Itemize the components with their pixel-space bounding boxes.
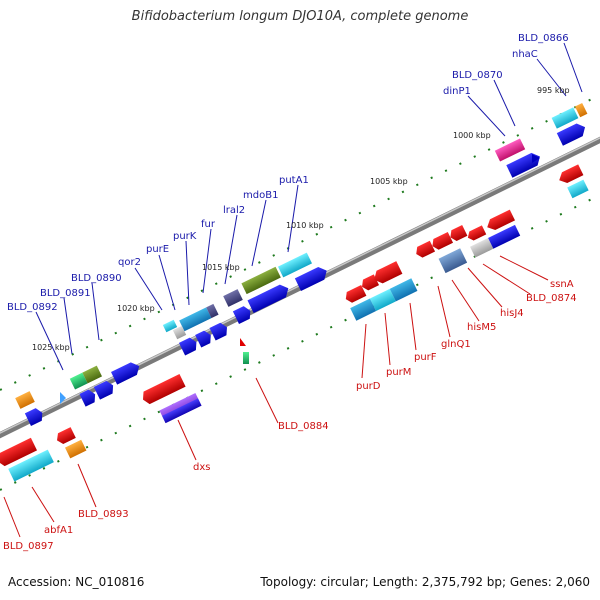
gene-arrow <box>506 152 540 178</box>
kbp-label: 1025 kbp <box>32 343 70 352</box>
gene-block <box>277 252 313 278</box>
gene-arrow <box>93 380 114 400</box>
gene-label: mdoB1 <box>243 190 278 201</box>
gene-label: BLD_0866 <box>518 33 569 44</box>
reverse-gene-blocks <box>0 164 589 482</box>
tick-track-upper <box>0 94 600 391</box>
gene-block <box>438 248 468 274</box>
gene-label: BLD_0897 <box>3 541 54 552</box>
gene-label: BLD_0870 <box>452 70 503 81</box>
gene-arrow <box>416 240 436 258</box>
gene-label: abfA1 <box>44 525 73 536</box>
gene-arrow <box>247 284 289 314</box>
kbp-label: 1020 kbp <box>117 304 155 313</box>
gene-block <box>172 325 187 340</box>
gene-label: lral2 <box>223 205 245 216</box>
gene-arrow <box>195 330 211 348</box>
gene-block <box>206 303 219 319</box>
gene-arrow <box>232 306 251 324</box>
gene-arrow <box>0 437 38 467</box>
gene-label: BLD_0893 <box>78 509 129 520</box>
gene-arrow <box>559 164 584 184</box>
gene-block <box>223 289 243 307</box>
gene-block <box>8 449 54 482</box>
kbp-label: 1000 kbp <box>453 131 491 140</box>
gene-block <box>179 307 212 332</box>
gene-block <box>470 238 494 258</box>
gene-arrow <box>450 224 468 242</box>
kbp-label: 1005 kbp <box>370 177 408 186</box>
gene-arrow <box>294 267 327 291</box>
kbp-label: 1015 kbp <box>202 263 240 272</box>
gene-arrow <box>24 408 43 426</box>
gene-arrow <box>178 337 197 356</box>
gene-block <box>494 138 526 162</box>
genome-summary-text: Topology: circular; Length: 2,375,792 bp… <box>260 575 590 589</box>
accession-text: Accession: NC_010816 <box>8 575 145 589</box>
gene-label: hisJ4 <box>500 308 524 319</box>
gene-arrow <box>345 284 367 303</box>
gene-label: putA1 <box>279 175 309 186</box>
gene-block <box>389 278 418 302</box>
genome-title: Bifidobacterium longum DJO10A, complete … <box>131 9 469 24</box>
direction-marker <box>60 392 66 404</box>
gene-block <box>567 179 589 199</box>
gene-block <box>162 398 202 424</box>
gene-label: BLD_0884 <box>278 421 329 432</box>
gene-block <box>369 288 396 312</box>
kbp-tick-labels: 995 kbp 1000 kbp 1005 kbp 1010 kbp 1015 … <box>32 86 570 352</box>
gene-arrow <box>110 362 140 385</box>
gene-arrow <box>556 123 586 146</box>
reverse-leader-lines <box>3 255 549 538</box>
gene-label: purK <box>173 231 197 242</box>
gene-label: ssnA <box>550 279 574 290</box>
gene-label: BLD_0891 <box>40 288 91 299</box>
gene-label: purE <box>146 244 169 255</box>
gene-block <box>350 298 377 321</box>
gene-block <box>243 352 249 364</box>
gene-label: fur <box>201 219 216 230</box>
reverse-gene-labels: ssnA BLD_0874 hisJ4 hisM5 glnQ1 purF pur… <box>3 279 577 552</box>
gene-label: BLD_0874 <box>526 293 577 304</box>
gene-arrow <box>57 427 76 445</box>
kbp-label: 995 kbp <box>537 86 570 95</box>
gene-label: hisM5 <box>467 322 496 333</box>
gene-block <box>162 319 178 333</box>
gene-label: dinP1 <box>443 86 471 97</box>
direction-marker <box>532 154 540 163</box>
gene-block <box>15 391 35 409</box>
gene-label: qor2 <box>118 257 141 268</box>
gene-arrow <box>467 225 487 241</box>
gene-arrow <box>487 209 516 231</box>
gene-block <box>69 372 88 390</box>
forward-leader-lines <box>35 42 583 371</box>
gene-arrow <box>209 322 227 341</box>
gene-label: BLD_0890 <box>71 273 122 284</box>
gene-arrow <box>240 338 246 346</box>
gene-label: purM <box>386 367 411 378</box>
gene-label: purD <box>356 381 381 392</box>
kbp-label: 1010 kbp <box>286 221 324 230</box>
gene-label: purF <box>414 352 437 363</box>
gene-label: nhaC <box>512 49 538 60</box>
forward-gene-blocks <box>15 102 588 426</box>
gene-block <box>64 439 87 459</box>
gene-block <box>82 365 103 384</box>
gene-block <box>488 224 521 249</box>
gene-block <box>241 266 281 295</box>
gene-arrow <box>142 374 186 405</box>
gene-arrow <box>374 261 403 284</box>
gene-arrow <box>432 231 454 250</box>
gene-label: BLD_0892 <box>7 302 58 313</box>
gene-block <box>574 102 588 118</box>
gene-arrow <box>79 389 96 407</box>
gene-block <box>551 107 579 129</box>
forward-gene-labels: BLD_0866 nhaC BLD_0870 dinP1 putA1 mdoB1… <box>7 33 569 313</box>
gene-label: glnQ1 <box>441 339 471 350</box>
gene-label: dxs <box>193 462 210 473</box>
